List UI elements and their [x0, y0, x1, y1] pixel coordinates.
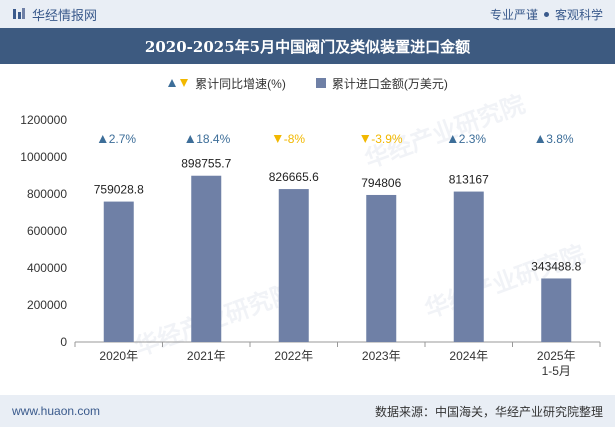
bar-value-label: 794806	[361, 176, 401, 190]
bar-value-label: 343488.8	[531, 259, 581, 273]
top-bar: 华经情报网 专业严谨 客观科学	[0, 0, 615, 28]
x-tick-label: 2021年	[187, 349, 226, 363]
slogan-left: 专业严谨	[489, 7, 538, 22]
growth-label: 18.4%	[196, 132, 230, 146]
down-triangle-icon	[180, 79, 189, 87]
slogan-separator-icon	[543, 11, 549, 17]
legend: 累计同比增速(%) 累计进口金额(万美元)	[0, 72, 615, 94]
chart-title-bar: 2020-2025年5月中国阀门及类似装置进口金额	[0, 28, 615, 64]
growth-label: 2.7%	[109, 132, 137, 146]
legend-bar-swatch	[315, 78, 326, 88]
legend-growth-label: 累计同比增速(%)	[195, 76, 286, 91]
brand-name: 华经情报网	[32, 7, 98, 23]
growth-label: 3.8%	[546, 132, 574, 146]
growth-down-triangle	[361, 135, 370, 143]
bar	[278, 189, 309, 342]
growth-up-triangle	[448, 135, 457, 143]
up-triangle-icon	[168, 79, 177, 87]
bar	[366, 194, 397, 342]
growth-label: 2.3%	[459, 132, 487, 146]
bar	[453, 191, 484, 342]
slogan-right: 客观科学	[554, 7, 603, 22]
footer: www.huaon.com 数据来源：中国海关，华经产业研究院整理	[0, 395, 615, 427]
growth-up-triangle	[186, 135, 195, 143]
bar-value-label: 898755.7	[181, 157, 231, 171]
x-tick-label: 2020年	[99, 349, 138, 363]
brand[interactable]: 华经情报网	[12, 5, 97, 24]
growth-label: -3.9%	[371, 132, 403, 146]
slogan: 专业严谨 客观科学	[490, 6, 603, 23]
footer-url[interactable]: www.huaon.com	[12, 404, 101, 418]
bar	[191, 175, 222, 342]
y-tick-label: 600000	[27, 224, 67, 238]
legend-item-growth[interactable]: 累计同比增速(%)	[167, 75, 286, 92]
bar	[103, 201, 134, 342]
growth-label: -8%	[284, 132, 306, 146]
growth-up-triangle	[536, 135, 545, 143]
y-tick-label: 400000	[27, 261, 67, 275]
legend-growth-marker	[167, 78, 189, 88]
legend-item-amount[interactable]: 累计进口金额(万美元)	[315, 75, 448, 92]
x-tick-label: 2023年	[362, 349, 401, 363]
legend-amount-label: 累计进口金额(万美元)	[331, 76, 448, 91]
x-tick-label: 2022年	[274, 349, 313, 363]
footer-source: 数据来源：中国海关，华经产业研究院整理	[374, 404, 603, 419]
bar-value-label: 813167	[449, 173, 489, 187]
x-tick-label: 2024年	[449, 349, 488, 363]
y-tick-label: 1200000	[20, 113, 67, 127]
x-tick-label: 2025年	[537, 349, 576, 363]
y-tick-label: 800000	[27, 187, 67, 201]
y-tick-label: 200000	[27, 298, 67, 312]
x-tick-label: 1-5月	[542, 364, 571, 378]
bar-value-label: 759028.8	[94, 183, 144, 197]
y-tick-label: 1000000	[20, 150, 67, 164]
growth-up-triangle	[98, 135, 107, 143]
bar-value-label: 826665.6	[269, 170, 319, 184]
y-tick-label: 0	[60, 335, 67, 349]
bar	[541, 278, 572, 342]
growth-down-triangle	[273, 135, 282, 143]
chart-title: 2020-2025年5月中国阀门及类似装置进口金额	[144, 37, 471, 56]
brand-logo-icon	[13, 8, 25, 19]
